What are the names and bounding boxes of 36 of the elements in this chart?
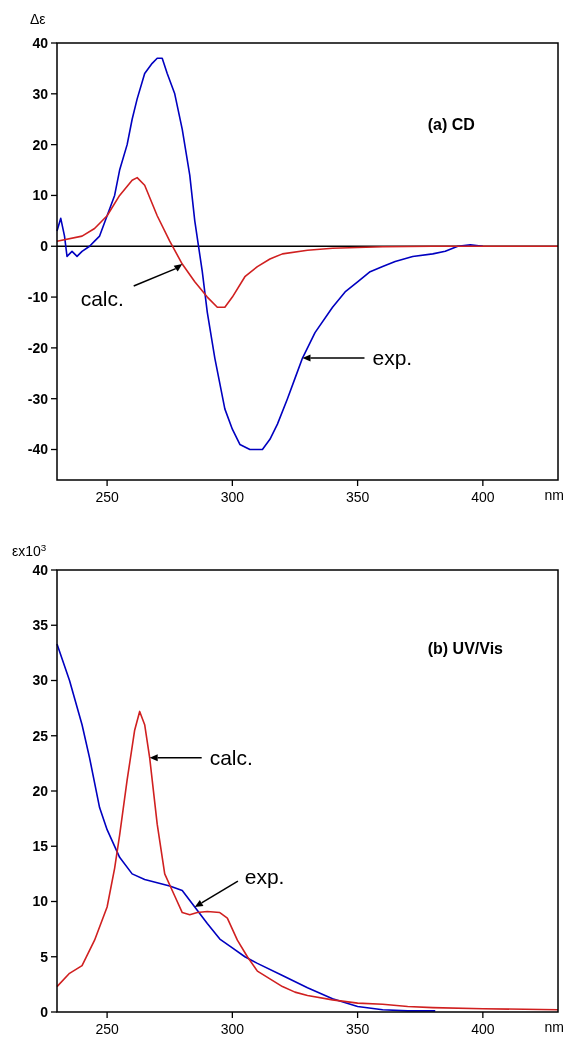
x-tick-label: 250 — [95, 1021, 119, 1037]
y-tick-label: 25 — [32, 727, 49, 744]
annotation: exp. — [244, 865, 285, 889]
y-tick-label: 20 — [32, 782, 49, 799]
text: (b) UV/Vis — [427, 639, 504, 657]
y-tick-label: 10 — [32, 893, 49, 910]
y-tick-label: 35 — [32, 617, 49, 634]
y-tick-label: -40 — [27, 441, 49, 458]
x-axis-title: nm — [544, 487, 564, 503]
x-tick-label: 350 — [345, 1021, 370, 1037]
y-tick-label: -20 — [27, 339, 49, 356]
x-tick-label: 350 — [345, 489, 370, 505]
x-tick-label: 300 — [220, 489, 245, 505]
y-tick-label: 0 — [40, 1003, 49, 1020]
y-tick-label: 5 — [40, 948, 49, 965]
y-tick-label: -10 — [27, 288, 49, 305]
y-tick-label: 30 — [32, 85, 49, 102]
y-tick-label: 20 — [32, 136, 49, 153]
text: (a) CD — [427, 116, 475, 134]
y-axis-title: Δε — [30, 11, 46, 27]
y-tick-label: 10 — [32, 187, 49, 204]
annotation: calc. — [80, 287, 124, 311]
y-tick-label: 15 — [32, 838, 49, 855]
y-tick-label: 40 — [32, 34, 49, 51]
y-tick-label: 30 — [32, 672, 49, 689]
x-tick-label: 300 — [220, 1021, 245, 1037]
y-tick-label: -30 — [27, 390, 49, 407]
annotation: exp. — [372, 346, 413, 370]
y-axis-title: εx10$^{3}$ — [12, 541, 47, 559]
annotation: calc. — [209, 745, 253, 769]
y-tick-label: 40 — [32, 561, 49, 578]
x-tick-label: 250 — [95, 489, 119, 505]
x-axis-title: nm — [544, 1019, 564, 1035]
x-tick-label: 400 — [471, 1021, 495, 1037]
y-tick-label: 0 — [40, 238, 49, 255]
x-tick-label: 400 — [471, 489, 495, 505]
